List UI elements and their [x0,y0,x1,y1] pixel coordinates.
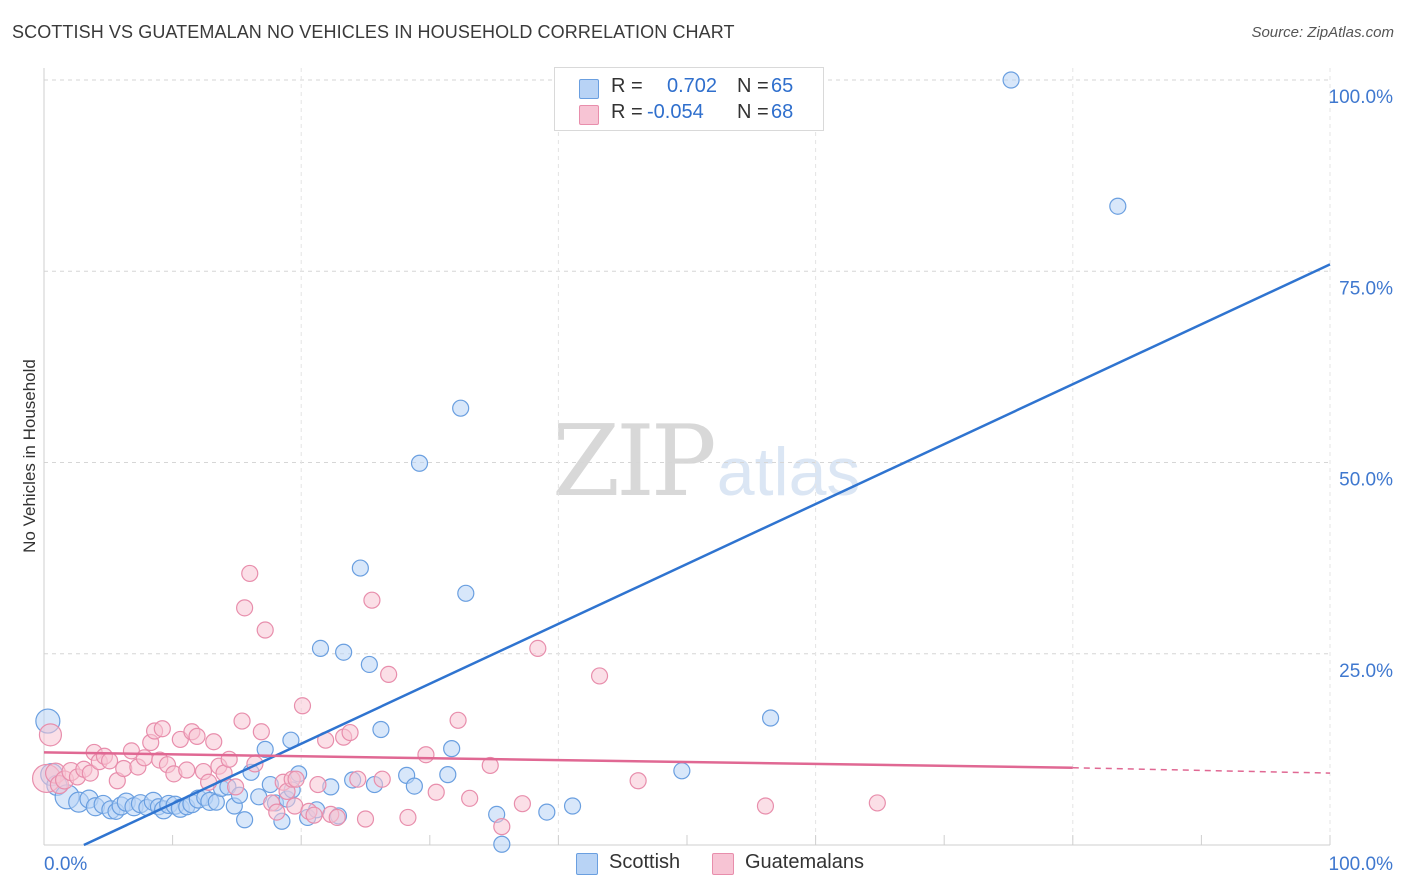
guatemalans-point-39 [252,723,270,741]
legend-r-label: R = [611,101,643,123]
guatemalans-point-51 [309,775,327,794]
guatemalans-point-35 [233,712,251,730]
scottish-point-50 [360,655,378,674]
guatemalans-point-37 [241,564,259,583]
guatemalans-point-68 [493,818,511,836]
guatemalans-point-30 [205,733,223,751]
guatemalans-point-64 [427,783,445,801]
guatemalans-point-65 [449,711,467,729]
guatemalans-point-60 [373,770,391,788]
guatemalans-point-58 [356,810,375,828]
guatemalans-point-34 [227,778,245,796]
guatemalans-point-46 [287,770,305,788]
bottom-legend-swatch-scottish [576,853,598,875]
scottish-point-34 [256,740,274,758]
guatemalans-point-42 [268,803,286,821]
bottom-legend-label-guatemalans: Guatemalans [745,851,864,873]
legend-swatch-scottish [579,79,599,99]
scottish-point-63 [563,797,582,815]
bottom-legend-label-scottish: Scottish [609,851,681,873]
y-tick-label-25: 25.0% [1339,661,1393,682]
guatemalans-point-25 [178,761,196,779]
scottish-point-54 [405,777,423,795]
guatemalans-point-66 [461,789,479,807]
guatemalans-point-69 [513,795,531,813]
guatemalans-point-21 [153,720,171,738]
y-tick-label-50: 50.0% [1339,470,1393,491]
guatemalans-point-33 [220,750,238,768]
guatemalans-point-48 [293,697,312,715]
guatemalans-point-50 [305,806,323,824]
grid-layer [43,68,1331,846]
guatemalans-point-67 [481,756,499,775]
guatemalans-point-70 [529,639,547,657]
chart-title: SCOTTISH VS GUATEMALAN NO VEHICLES IN HO… [12,22,735,42]
scottish-point-55 [410,454,429,472]
trend-layer [43,263,1331,847]
guatemalans-point-40 [256,621,274,639]
guatemalans-point-72 [629,772,647,790]
legend-r-value: -0.054 [647,101,704,123]
legend-n-label: N = [737,75,769,97]
scottish-point-61 [493,835,511,853]
legend-r-label: R = [611,75,643,97]
scottish-point-56 [439,766,457,784]
y-tick-label-75: 75.0% [1339,278,1393,299]
guatemalans-trend-line-extrapolated [1072,766,1331,774]
y-tick-label-100: 100.0% [1329,87,1394,108]
scottish-point-64 [673,762,691,780]
guatemalans-point-1 [38,723,63,747]
y-axis-label: No Vehicles in Household [20,359,39,553]
x-tick-label-min: 0.0% [44,854,87,875]
scottish-point-59 [457,584,475,602]
legend-n-value: 65 [771,75,794,97]
guatemalans-point-36 [236,599,254,617]
guatemalans-point-62 [399,808,417,827]
guatemalans-point-71 [590,667,609,685]
scottish-point-49 [351,559,369,577]
scottish-point-47 [335,643,353,661]
source-label: Source: ZipAtlas.com [1251,24,1394,41]
legend-n-label: N = [737,101,769,123]
scottish-point-66 [1002,71,1020,89]
guatemalans-point-17 [135,749,153,767]
guatemalans-point-57 [349,770,367,788]
guatemalans-point-73 [756,797,775,815]
guatemalans-point-54 [328,808,346,827]
ticks-layer: 25.0% 50.0% 75.0% 100.0% 0.0% 100.0% [44,87,1393,875]
bottom-legend-swatch-guatemalans [712,853,734,875]
scottish-point-57 [443,740,461,758]
guatemalans-point-12 [100,752,119,770]
legend-n-value: 68 [771,101,794,123]
scottish-point-44 [311,639,330,657]
correlation-legend: R = 0.702 N = 65 R = -0.054 N = 68 [554,67,824,131]
scottish-trend-line [83,263,1331,847]
guatemalans-trend-line [43,751,1073,769]
guatemalans-point-27 [188,727,206,745]
guatemalans-point-56 [341,723,359,742]
guatemalans-point-63 [417,746,435,764]
scottish-point-65 [761,709,780,727]
guatemalans-point-74 [868,794,886,812]
legend-swatch-guatemalans [579,105,599,125]
guatemalans-point-8 [81,764,99,782]
guatemalans-point-59 [363,591,381,609]
legend-r-value: 0.702 [667,75,718,97]
scottish-point-52 [372,720,390,739]
scottish-point-31 [236,811,254,829]
scottish-point-67 [1109,197,1127,215]
scottish-point-62 [538,803,556,821]
scottish-point-58 [452,399,470,417]
series-guatemalans-points [31,564,886,836]
guatemalans-point-61 [380,665,398,684]
guatemalans-point-14 [115,759,133,778]
x-tick-label-max: 100.0% [1329,854,1394,875]
